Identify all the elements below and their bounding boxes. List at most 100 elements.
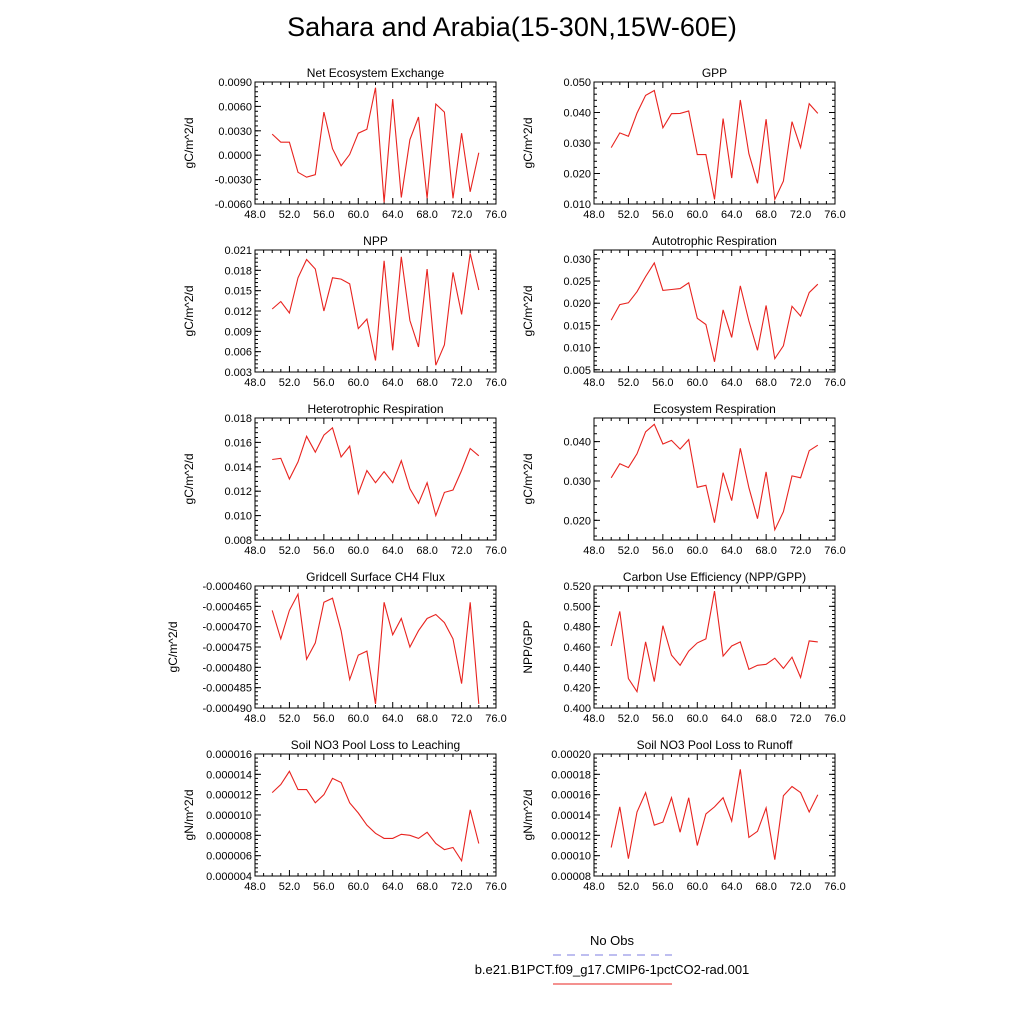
x-tick-label: 72.0 [790,545,811,557]
y-tick-label: 0.00016 [551,790,591,802]
y-axis-label: gC/m^2/d [166,622,180,673]
y-tick-label: -0.0030 [215,175,252,187]
x-tick-label: 76.0 [485,713,506,725]
y-tick-label: 0.040 [563,108,591,120]
y-axis-label: gC/m^2/d [521,118,535,169]
series-line [271,253,480,366]
y-tick-label: 0.006 [224,347,252,359]
x-tick-label: 64.0 [721,545,742,557]
y-tick-label: 0.020 [563,515,591,527]
y-tick-label: 0.010 [563,343,591,355]
series-line [610,769,819,860]
y-tick-label: 0.025 [563,276,591,288]
y-tick-label: -0.000465 [202,601,252,613]
panel-title: NPP [363,234,388,248]
chart-panel: Net Ecosystem Exchange 48.0 52.0 56.0 60.0 64… [182,66,507,221]
y-tick-label: -0.000480 [202,662,252,674]
y-tick-label: 0.050 [563,77,591,89]
x-tick-label: 52.0 [618,209,639,221]
x-tick-label: 56.0 [313,377,334,389]
y-axis-label: gN/m^2/d [521,790,535,841]
panel-title: Autotrophic Respiration [652,234,777,248]
y-tick-label: 0.0000 [218,150,252,162]
x-tick-label: 60.0 [687,377,708,389]
y-tick-label: 0.012 [224,306,252,318]
x-tick-label: 76.0 [824,713,845,725]
y-axis-label: gC/m^2/d [182,286,196,337]
y-tick-label: 0.018 [224,413,252,425]
y-tick-label: 0.000014 [206,769,252,781]
chart-panel: Ecosystem Respiration 48.0 52.0 56.0 60.0 64.… [521,402,846,557]
series-line [271,87,480,203]
y-tick-label: 0.020 [563,298,591,310]
x-tick-label: 64.0 [382,881,403,893]
y-tick-label: 0.520 [563,581,591,593]
x-tick-label: 52.0 [279,881,300,893]
series-line [272,426,480,518]
x-tick-label: 48.0 [244,713,265,725]
x-tick-label: 56.0 [313,545,334,557]
x-tick-label: 48.0 [583,881,604,893]
plot-frame [254,417,497,541]
y-tick-label: 0.009 [224,326,252,338]
x-tick-label: 52.0 [618,377,639,389]
x-tick-label: 56.0 [652,713,673,725]
x-tick-label: 72.0 [451,545,472,557]
y-tick-label: 0.000008 [206,830,252,842]
x-tick-label: 60.0 [687,881,708,893]
y-axis-label: gC/m^2/d [521,454,535,505]
x-tick-label: 72.0 [790,209,811,221]
y-tick-label: 0.030 [563,254,591,266]
y-tick-label: 0.440 [563,662,591,674]
y-tick-label: -0.000490 [202,703,252,715]
chart-panel: NPP 48.0 52.0 56.0 60.0 64.0 68.0 72.0 76.0 0.003… [182,234,507,389]
x-tick-label: 60.0 [687,545,708,557]
y-tick-label: 0.0060 [218,101,252,113]
y-tick-label: 0.000010 [206,810,252,822]
y-axis-label: gN/m^2/d [182,790,196,841]
y-tick-label: -0.000470 [202,622,252,634]
x-tick-label: 68.0 [416,713,437,725]
x-tick-label: 48.0 [244,209,265,221]
x-tick-label: 76.0 [824,209,845,221]
plot-frame [254,249,497,373]
x-tick-label: 68.0 [416,209,437,221]
x-tick-label: 52.0 [279,209,300,221]
x-tick-label: 64.0 [382,377,403,389]
y-tick-label: 0.016 [224,437,252,449]
x-tick-label: 68.0 [755,377,776,389]
x-tick-label: 52.0 [279,377,300,389]
x-tick-label: 48.0 [583,377,604,389]
x-tick-label: 52.0 [618,545,639,557]
series-line [610,591,818,694]
panel-title: Carbon Use Efficiency (NPP/GPP) [623,570,806,584]
y-tick-label: 0.040 [563,437,591,449]
x-tick-label: 48.0 [583,209,604,221]
chart-panel: Autotrophic Respiration 48.0 52.0 56.0 60.0 6… [521,234,846,389]
y-axis-label: gC/m^2/d [182,118,196,169]
plot-frame [593,753,836,877]
panel-title: Gridcell Surface CH4 Flux [306,570,445,584]
y-tick-label: 0.000006 [206,851,252,863]
y-tick-label: 0.420 [563,683,591,695]
x-tick-label: 64.0 [721,881,742,893]
y-tick-label: 0.0090 [218,77,252,89]
x-tick-label: 60.0 [348,545,369,557]
series-line [271,592,480,704]
chart-panel: GPP 48.0 52.0 56.0 60.0 64.0 68.0 72.0 76.0 0.010… [521,66,846,221]
x-tick-label: 72.0 [451,377,472,389]
y-tick-label: 0.010 [563,199,591,211]
x-tick-label: 76.0 [485,209,506,221]
y-tick-label: 0.00008 [551,871,591,883]
series-line [271,770,480,863]
y-tick-label: 0.010 [224,511,252,523]
x-tick-label: 72.0 [451,713,472,725]
chart-panel: Heterotrophic Respiration 48.0 52.0 56.0 60.… [182,402,507,557]
y-tick-label: 0.030 [563,476,591,488]
x-tick-label: 72.0 [451,209,472,221]
y-tick-label: 0.005 [563,365,591,377]
y-tick-label: 0.003 [224,367,252,379]
x-tick-label: 68.0 [755,545,776,557]
x-tick-label: 68.0 [755,713,776,725]
